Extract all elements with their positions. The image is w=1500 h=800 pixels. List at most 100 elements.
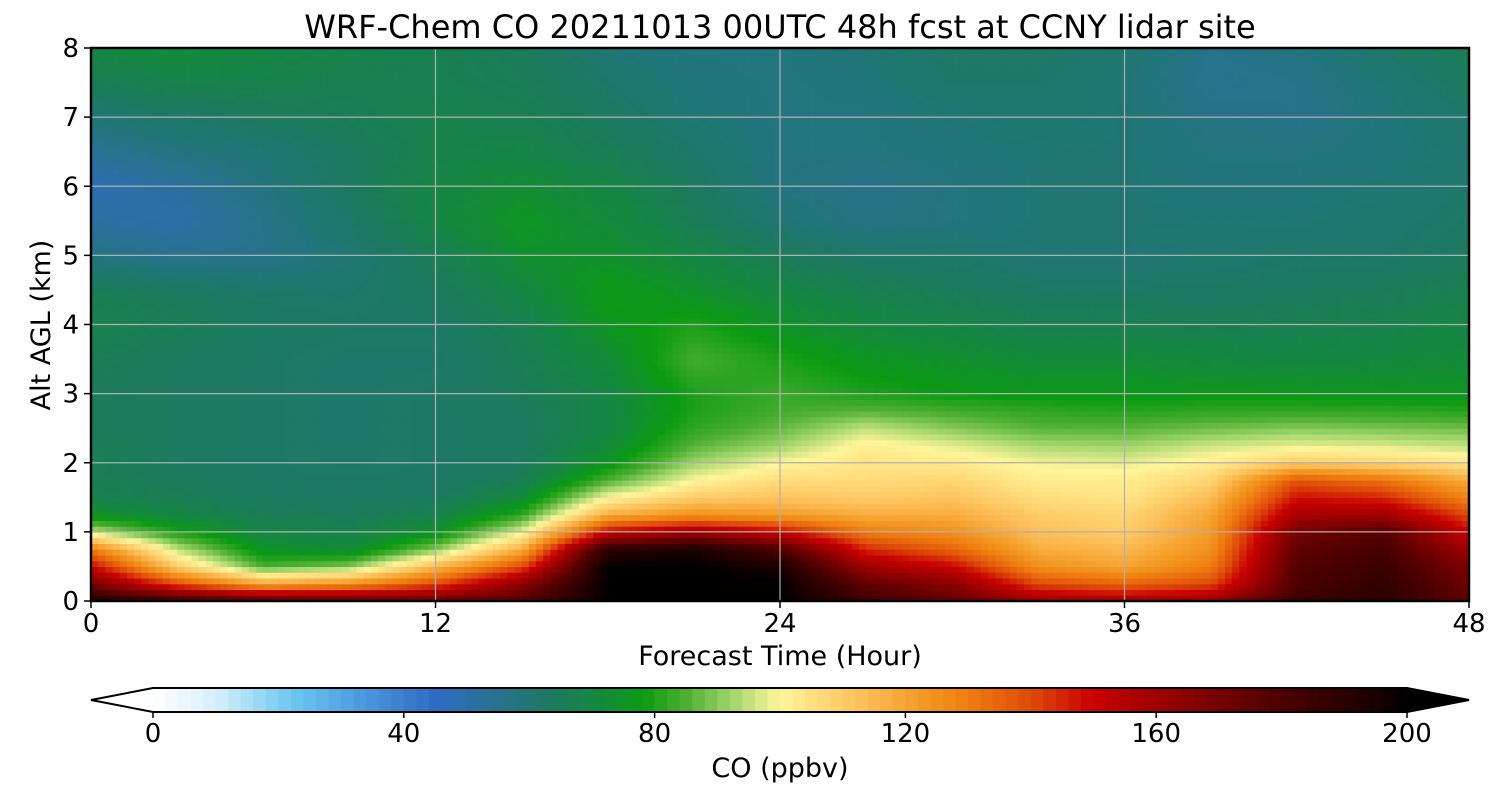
- heatmap-cell: [177, 393, 185, 400]
- heatmap-cell: [370, 88, 379, 95]
- heatmap-cell: [349, 462, 358, 470]
- heatmap-cells: [91, 48, 1469, 601]
- heatmap-cell: [105, 163, 114, 170]
- heatmap-cell: [205, 163, 214, 170]
- heatmap-cell: [320, 560, 329, 568]
- heatmap-cell: [413, 324, 422, 331]
- heatmap-cell: [277, 382, 286, 389]
- heatmap-cell: [126, 226, 135, 233]
- heatmap-cell: [428, 145, 437, 153]
- heatmap-cell: [385, 289, 394, 297]
- heatmap-cell: [449, 393, 458, 400]
- heatmap-cell: [119, 192, 128, 199]
- heatmap-cell: [184, 59, 193, 66]
- heatmap-cell: [356, 284, 365, 291]
- heatmap-cell: [356, 295, 365, 303]
- heatmap-cell: [213, 312, 221, 320]
- heatmap-cell: [162, 341, 171, 349]
- heatmap-cell: [162, 560, 171, 568]
- heatmap-cell: [299, 192, 307, 199]
- heatmap-cell: [399, 284, 408, 291]
- heatmap-cell: [205, 543, 214, 550]
- heatmap-cell: [356, 456, 365, 464]
- heatmap-cell: [126, 301, 135, 308]
- heatmap-cell: [435, 215, 444, 222]
- heatmap-cell: [413, 48, 422, 55]
- heatmap-cell: [105, 145, 114, 153]
- heatmap-cell: [169, 82, 178, 89]
- heatmap-cell: [205, 48, 214, 55]
- heatmap-cell: [370, 209, 379, 216]
- heatmap-cell: [413, 65, 422, 72]
- heatmap-cell: [134, 307, 142, 314]
- heatmap-cell: [392, 82, 401, 89]
- heatmap-cell: [349, 82, 358, 89]
- heatmap-cell: [313, 59, 322, 66]
- heatmap-cell: [284, 595, 293, 601]
- heatmap-cell: [198, 387, 207, 395]
- heatmap-cell: [256, 289, 264, 297]
- heatmap-cell: [335, 503, 343, 510]
- heatmap-cell: [457, 387, 465, 395]
- heatmap-cell: [270, 405, 279, 412]
- heatmap-cell: [234, 203, 243, 210]
- heatmap-cell: [169, 422, 178, 429]
- heatmap-cell: [98, 537, 106, 544]
- heatmap-cell: [457, 543, 465, 550]
- heatmap-cell: [299, 145, 307, 153]
- heatmap-cell: [112, 589, 121, 596]
- heatmap-cell: [205, 307, 214, 314]
- heatmap-cell: [327, 94, 336, 101]
- heatmap-cell: [406, 595, 415, 601]
- heatmap-cell: [277, 243, 286, 251]
- heatmap-cell: [342, 324, 350, 331]
- heatmap-cell: [356, 203, 365, 210]
- heatmap-cell: [299, 531, 307, 539]
- heatmap-cell: [270, 243, 279, 251]
- heatmap-cell: [119, 341, 128, 349]
- heatmap-cell: [435, 94, 444, 101]
- heatmap-cell: [205, 174, 214, 182]
- heatmap-cell: [370, 168, 379, 176]
- heatmap-cell: [126, 82, 135, 89]
- heatmap-cell: [320, 168, 329, 176]
- heatmap-cell: [291, 462, 300, 470]
- heatmap-cell: [435, 468, 444, 475]
- chart-title: WRF-Chem CO 20211013 00UTC 48h fcst at C…: [304, 8, 1255, 46]
- heatmap-cell: [385, 105, 394, 112]
- heatmap-cell: [327, 105, 336, 112]
- heatmap-cell: [184, 491, 193, 498]
- heatmap-cell: [385, 312, 394, 320]
- heatmap-cell: [91, 560, 99, 568]
- heatmap-cell: [363, 249, 372, 256]
- heatmap-cell: [119, 122, 128, 130]
- heatmap-cell: [191, 284, 200, 291]
- heatmap-cell: [241, 554, 250, 562]
- heatmap-cell: [406, 330, 415, 337]
- heatmap-cell: [241, 583, 250, 591]
- heatmap-cell: [169, 226, 178, 233]
- heatmap-cell: [356, 428, 365, 435]
- heatmap-cell: [198, 134, 207, 141]
- heatmap-cell: [342, 572, 350, 579]
- heatmap-cell: [392, 462, 401, 470]
- heatmap-cell: [442, 192, 451, 199]
- heatmap-cell: [442, 393, 451, 400]
- heatmap-cell: [284, 537, 293, 544]
- heatmap-cell: [234, 117, 243, 124]
- heatmap-cell: [327, 312, 336, 320]
- heatmap-cell: [370, 192, 379, 199]
- heatmap-cell: [98, 364, 106, 372]
- heatmap-cell: [335, 128, 343, 136]
- heatmap-cell: [227, 531, 236, 539]
- heatmap-cell: [399, 157, 408, 164]
- heatmap-cell: [399, 359, 408, 366]
- heatmap-cell: [155, 117, 164, 124]
- heatmap-cell: [134, 76, 142, 84]
- heatmap-cell: [191, 341, 200, 349]
- heatmap-cell: [399, 336, 408, 343]
- heatmap-cell: [213, 278, 221, 285]
- heatmap-cell: [356, 145, 365, 153]
- heatmap-cell: [263, 122, 272, 130]
- heatmap-cell: [335, 59, 343, 66]
